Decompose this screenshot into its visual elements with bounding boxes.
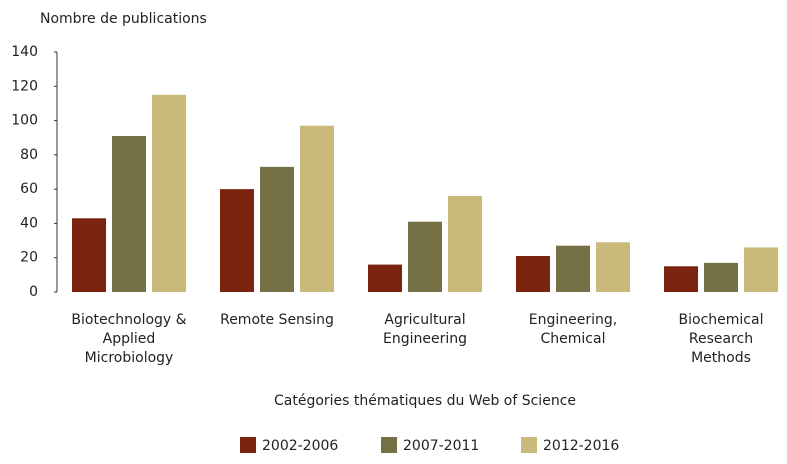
bar — [368, 264, 402, 292]
x-tick-label: Biochemical Research Methods — [678, 312, 764, 366]
x-tick-label: Agricultural Engineering — [383, 312, 467, 347]
y-tick-label: 60 — [20, 181, 38, 197]
legend-label: 2012-2016 — [543, 438, 619, 454]
y-tick-label: 0 — [29, 284, 38, 300]
bar — [556, 245, 590, 292]
y-tick-label: 40 — [20, 215, 38, 231]
bar — [744, 247, 778, 292]
y-tick-label: 140 — [11, 44, 38, 60]
legend-label: 2007-2011 — [403, 438, 479, 454]
legend-label: 2002-2006 — [262, 438, 338, 454]
bar — [112, 136, 146, 292]
x-tick-label: Engineering, Chemical — [528, 312, 618, 347]
bar — [596, 242, 630, 292]
bar — [448, 196, 482, 292]
y-axis-label: Nombre de publications — [40, 11, 207, 27]
bar — [220, 189, 254, 292]
bar — [300, 125, 334, 292]
y-tick-label: 80 — [20, 147, 38, 163]
bar — [516, 256, 550, 292]
bar — [152, 94, 186, 292]
y-tick-label: 120 — [11, 78, 38, 94]
bar — [704, 262, 738, 292]
y-tick-label: 100 — [11, 113, 38, 129]
legend-swatch — [240, 437, 256, 453]
bar — [260, 166, 294, 292]
bar — [72, 218, 106, 292]
x-tick-label: Remote Sensing — [220, 312, 334, 328]
legend-swatch — [381, 437, 397, 453]
bar — [664, 266, 698, 292]
y-tick-label: 20 — [20, 250, 38, 266]
legend-swatch — [521, 437, 537, 453]
bar — [408, 221, 442, 292]
x-tick-label: Biotechnology & Applied Microbiology — [71, 312, 187, 366]
x-axis-label: Catégories thématiques du Web of Science — [274, 393, 576, 409]
